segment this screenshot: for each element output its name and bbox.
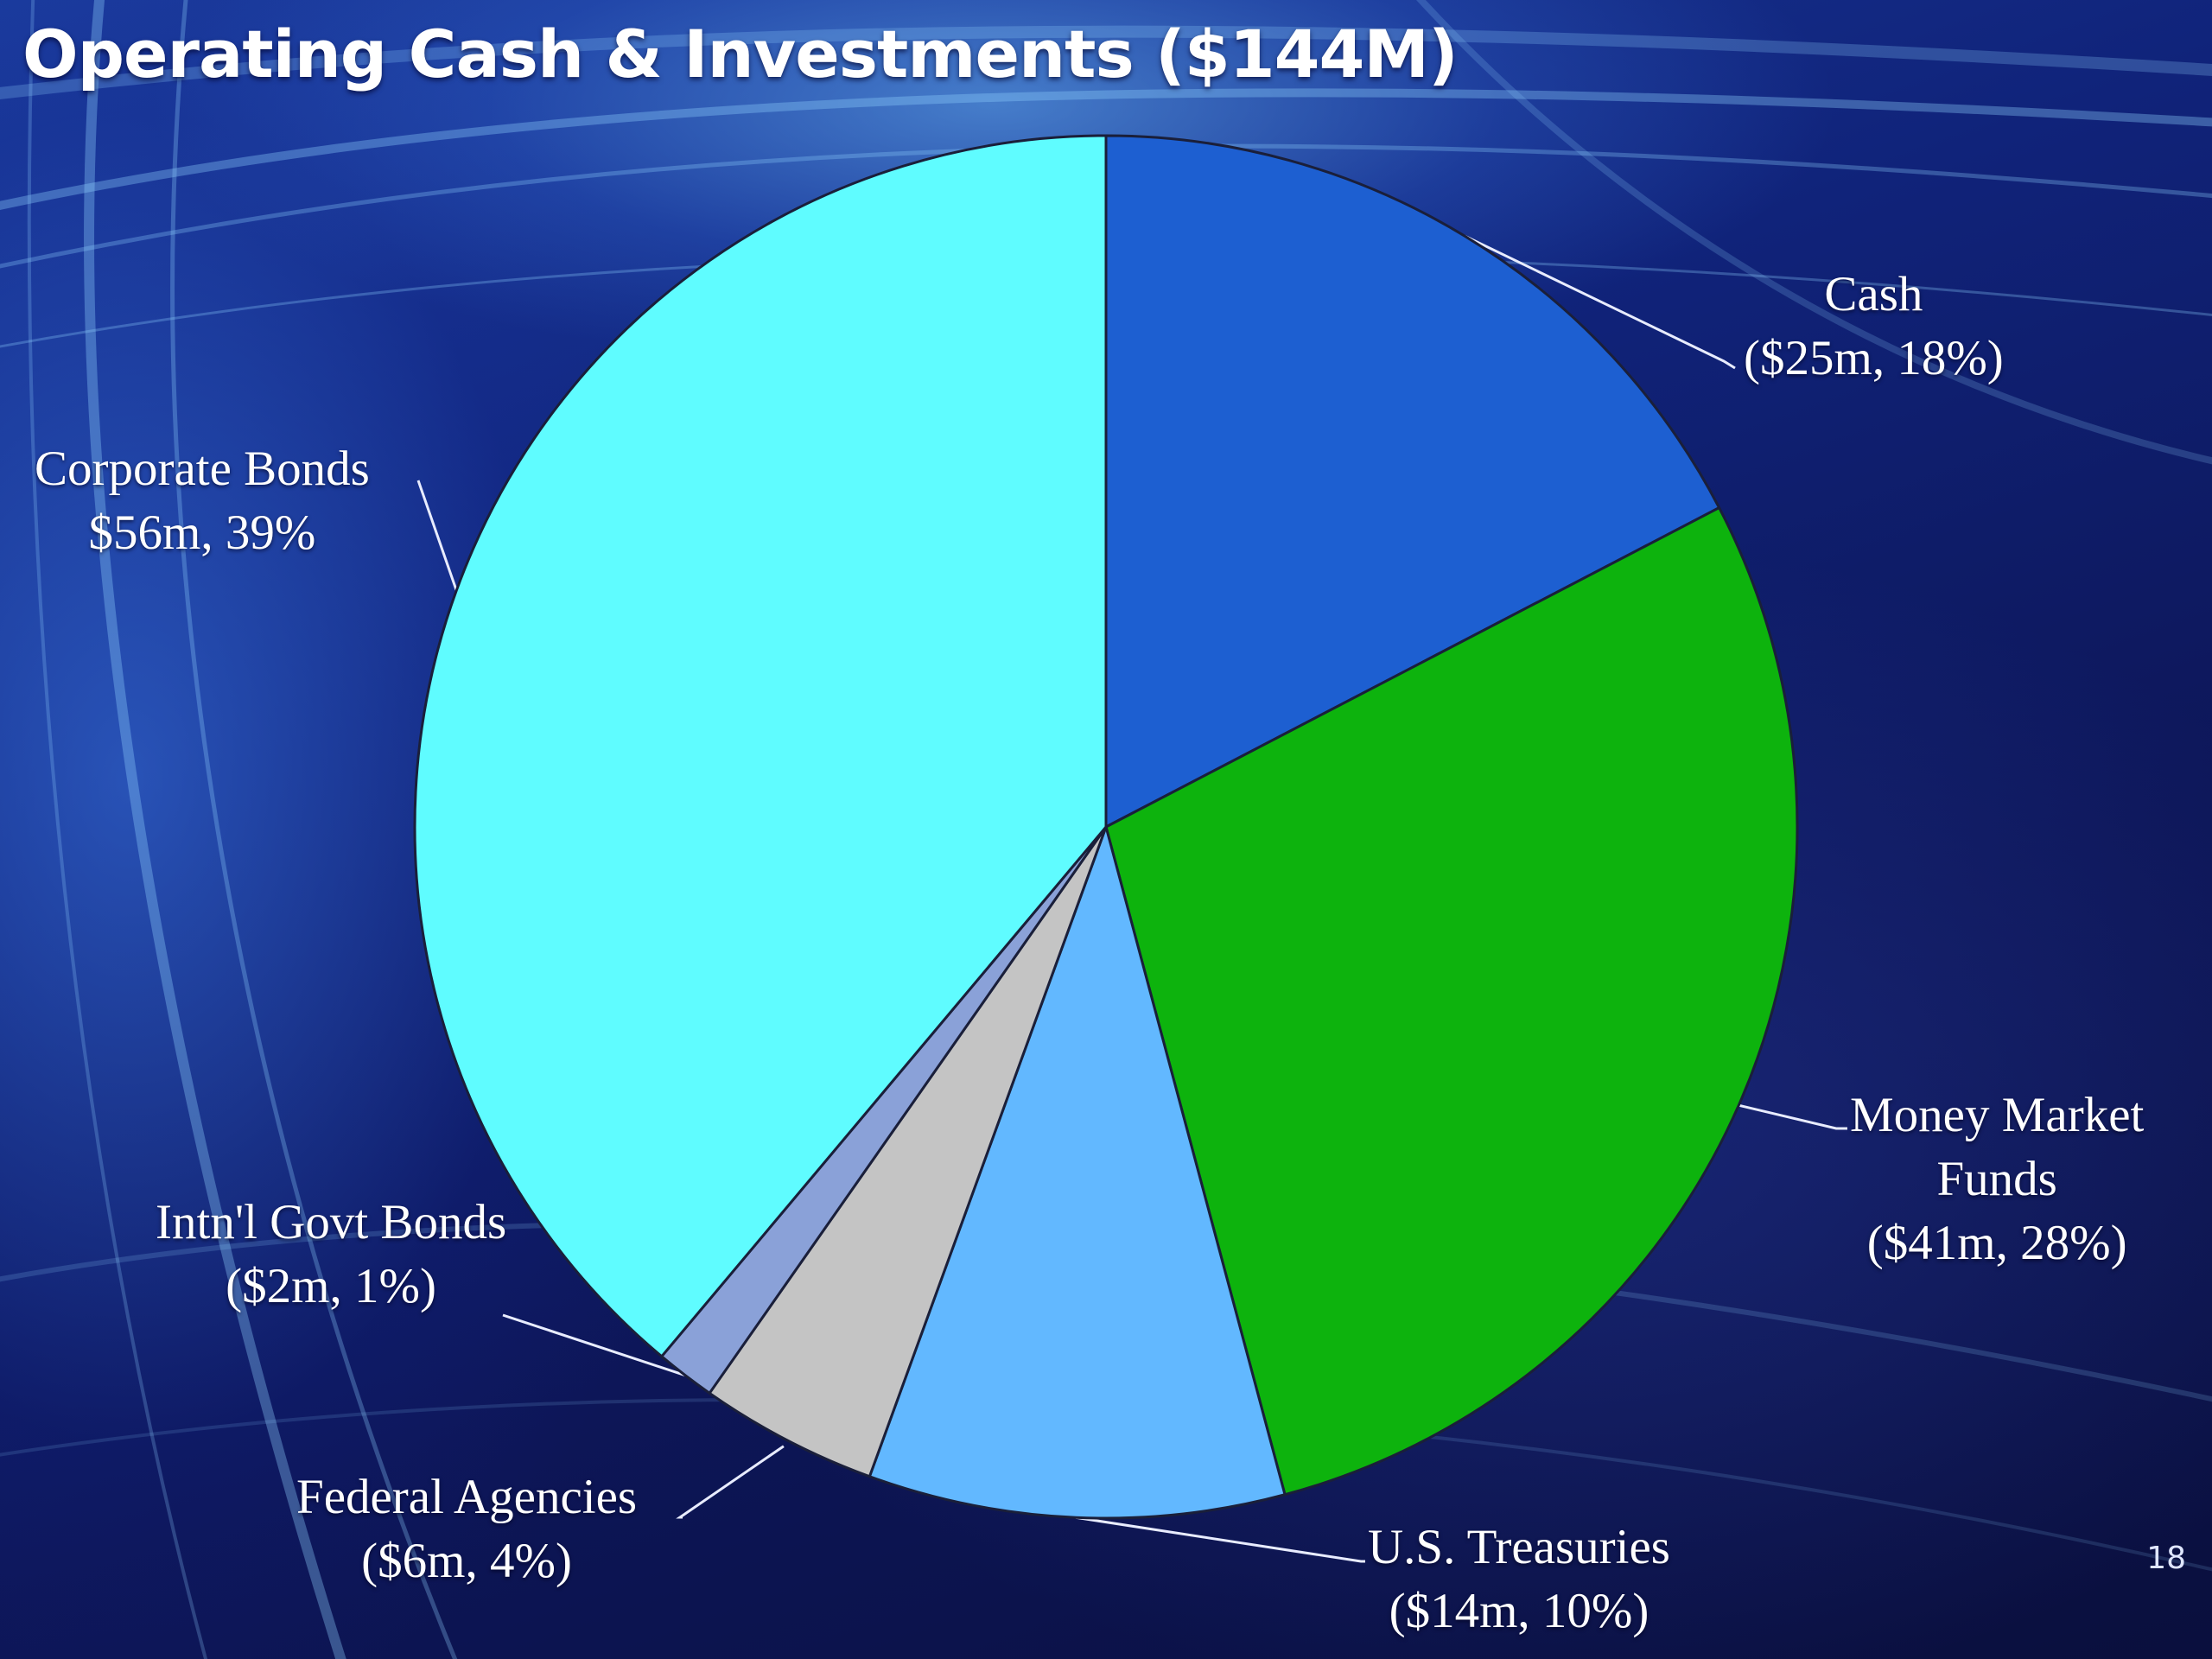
- pie-slice-cash: [1104, 134, 1721, 829]
- slice-label-money-market-funds: Money Market Funds ($41m, 28%): [1850, 1088, 2145, 1270]
- leader-line-corporate-bonds: [416, 480, 458, 591]
- leader-lines: [416, 234, 1847, 1563]
- leader-line-federal-agencies: [676, 1445, 785, 1519]
- slide-number: 18: [2146, 1541, 2186, 1576]
- slice-label-us-treasuries: U.S. Treasuries ($14m, 10%): [1368, 1520, 1670, 1638]
- slide-title: Operating Cash & Investments ($144M): [22, 16, 1459, 92]
- pie-slice-federal-agencies: [708, 825, 1108, 1478]
- slice-label-corporate-bonds: Corporate Bonds $56m, 39%: [35, 442, 370, 560]
- slice-label-intnl-govt-bonds: Intn'l Govt Bonds ($2m, 1%): [156, 1195, 507, 1313]
- leader-line-money-market-funds: [1738, 1103, 1847, 1130]
- leader-line-u-s-treasuries: [1075, 1516, 1365, 1563]
- slice-label-cash: Cash ($25m, 18%): [1744, 267, 2004, 385]
- pie-slice-u-s-treasuries: [868, 825, 1287, 1520]
- pie-slice-money-market-funds: [1104, 506, 1799, 1497]
- pie-slices: [413, 134, 1799, 1520]
- slice-label-federal-agencies: Federal Agencies ($6m, 4%): [296, 1470, 638, 1588]
- pie-slice-corporate-bonds: [413, 134, 1108, 1358]
- leader-line-intn-l-govt-bonds: [502, 1313, 686, 1377]
- leader-line-cash: [1464, 234, 1736, 370]
